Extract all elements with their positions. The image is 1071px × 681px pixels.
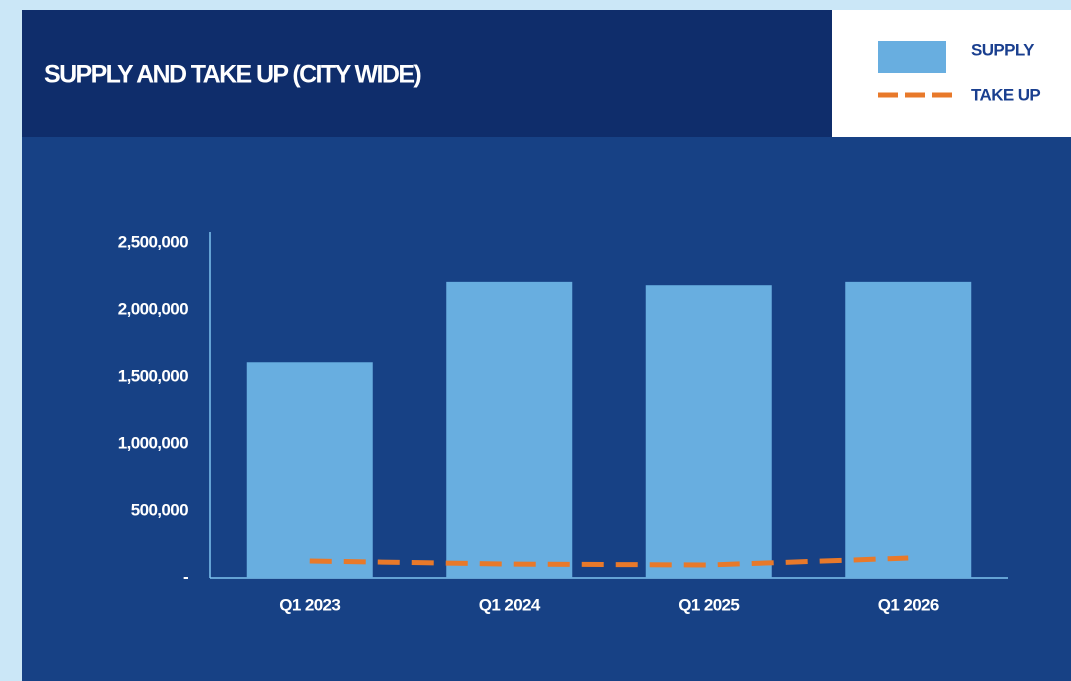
chart-title: SUPPLY AND TAKE UP (CITY WIDE)	[44, 61, 421, 89]
header	[22, 10, 832, 137]
bar	[645, 285, 772, 578]
y-tick-label: 1,500,000	[118, 366, 188, 385]
legend-label: TAKE UP	[971, 85, 1040, 104]
y-tick-label: 2,000,000	[118, 299, 188, 318]
x-tick-label: Q1 2026	[878, 595, 939, 614]
x-tick-label: Q1 2025	[678, 595, 739, 614]
legend-swatch	[878, 41, 946, 73]
bar	[446, 281, 573, 578]
y-tick-label: 2,500,000	[118, 232, 188, 251]
y-tick-label: -	[183, 567, 188, 586]
x-tick-label: Q1 2023	[279, 595, 340, 614]
y-tick-label: 500,000	[131, 500, 188, 519]
bar	[246, 362, 373, 578]
y-tick-label: 1,000,000	[118, 433, 188, 452]
bar	[845, 281, 972, 578]
x-tick-label: Q1 2024	[479, 595, 541, 614]
legend-box	[832, 10, 1071, 137]
legend-label: SUPPLY	[971, 40, 1035, 59]
